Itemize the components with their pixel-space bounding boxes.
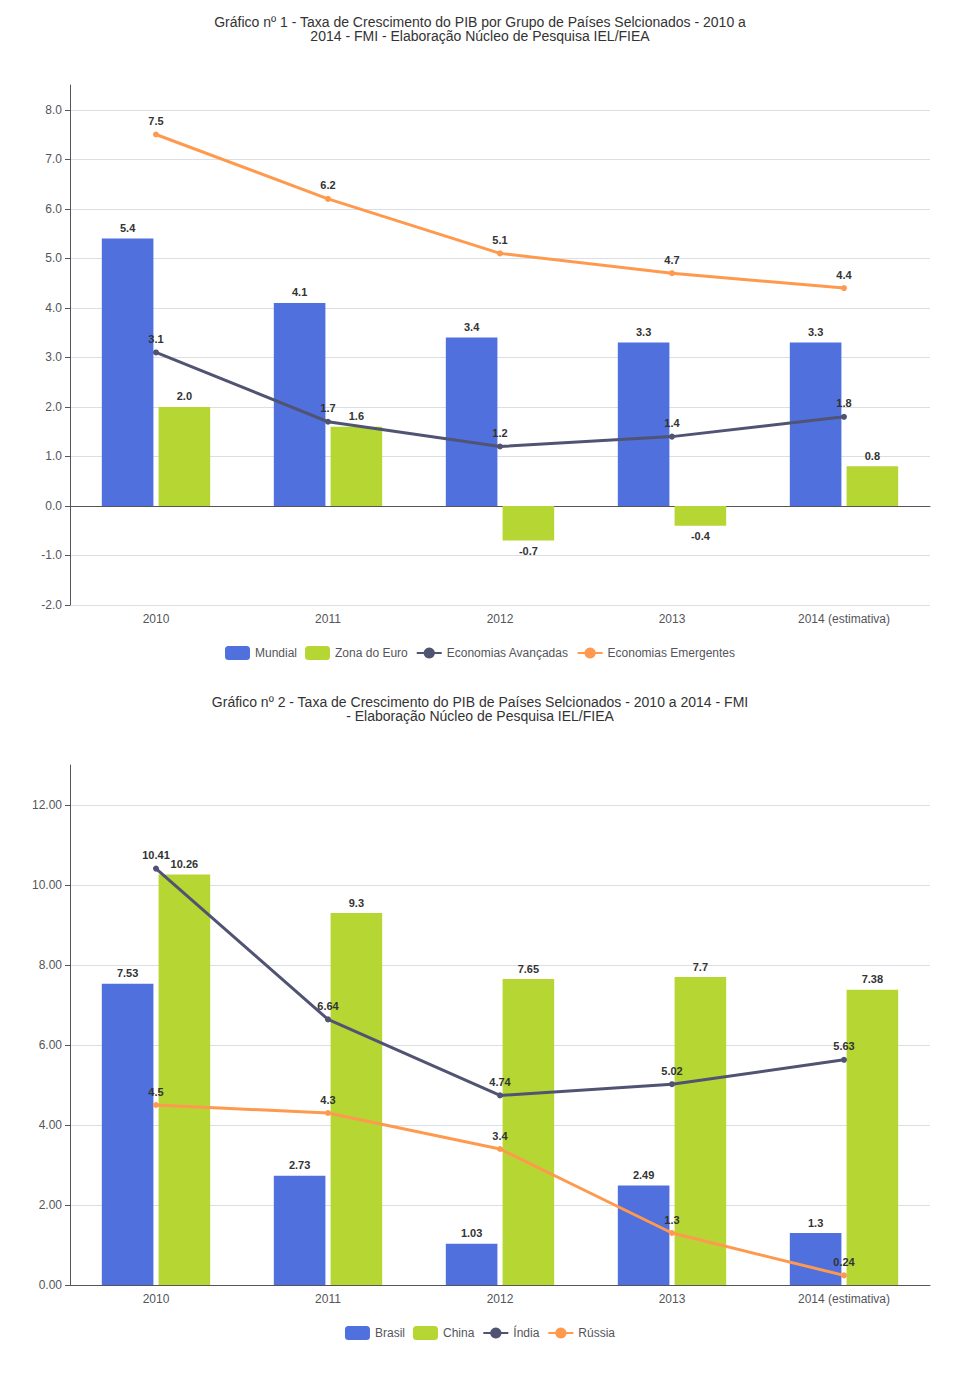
svg-text:2011: 2011 bbox=[315, 612, 341, 626]
svg-text:3.3: 3.3 bbox=[808, 326, 823, 338]
svg-text:2013: 2013 bbox=[659, 1292, 686, 1306]
svg-text:2014 (estimativa): 2014 (estimativa) bbox=[798, 612, 890, 626]
svg-text:12.00: 12.00 bbox=[32, 798, 62, 812]
svg-text:7.38: 7.38 bbox=[862, 973, 883, 985]
svg-text:2.49: 2.49 bbox=[633, 1169, 654, 1181]
svg-text:2011: 2011 bbox=[315, 1292, 341, 1306]
svg-text:Rússia: Rússia bbox=[578, 1326, 615, 1340]
svg-text:6.00: 6.00 bbox=[39, 1038, 63, 1052]
svg-text:Economias Emergentes: Economias Emergentes bbox=[608, 646, 735, 660]
svg-text:2010: 2010 bbox=[143, 612, 170, 626]
svg-text:7.53: 7.53 bbox=[117, 967, 138, 979]
svg-text:5.02: 5.02 bbox=[661, 1065, 682, 1077]
svg-text:2012: 2012 bbox=[487, 1292, 514, 1306]
svg-text:1.6: 1.6 bbox=[349, 410, 364, 422]
svg-text:4.0: 4.0 bbox=[45, 301, 62, 315]
svg-text:7.65: 7.65 bbox=[518, 963, 539, 975]
svg-text:3.0: 3.0 bbox=[45, 350, 62, 364]
svg-text:Gráfico nº 1 - Taxa de Crescim: Gráfico nº 1 - Taxa de Crescimento do PI… bbox=[214, 14, 746, 30]
svg-text:8.0: 8.0 bbox=[45, 103, 62, 117]
svg-text:10.41: 10.41 bbox=[142, 849, 170, 861]
svg-text:1.2: 1.2 bbox=[492, 427, 507, 439]
svg-text:4.74: 4.74 bbox=[489, 1076, 511, 1088]
svg-text:0.8: 0.8 bbox=[865, 450, 880, 462]
svg-text:4.7: 4.7 bbox=[664, 254, 679, 266]
svg-text:10.00: 10.00 bbox=[32, 878, 62, 892]
svg-text:7.7: 7.7 bbox=[693, 961, 708, 973]
svg-text:Gráfico nº 2 - Taxa de Crescim: Gráfico nº 2 - Taxa de Crescimento do PI… bbox=[211, 694, 749, 710]
svg-text:Zona do Euro: Zona do Euro bbox=[335, 646, 408, 660]
svg-text:5.63: 5.63 bbox=[833, 1040, 854, 1052]
svg-text:5.4: 5.4 bbox=[120, 222, 136, 234]
svg-text:0.0: 0.0 bbox=[45, 499, 62, 513]
svg-text:3.4: 3.4 bbox=[492, 1130, 508, 1142]
svg-text:Índia: Índia bbox=[513, 1325, 539, 1340]
svg-text:7.0: 7.0 bbox=[45, 152, 62, 166]
svg-text:5.0: 5.0 bbox=[45, 251, 62, 265]
svg-text:9.3: 9.3 bbox=[349, 897, 364, 909]
svg-text:4.5: 4.5 bbox=[148, 1086, 163, 1098]
svg-text:2013: 2013 bbox=[659, 612, 686, 626]
svg-text:3.4: 3.4 bbox=[464, 321, 480, 333]
svg-text:4.4: 4.4 bbox=[836, 269, 852, 281]
svg-text:-2.0: -2.0 bbox=[41, 598, 62, 612]
svg-text:1.3: 1.3 bbox=[808, 1217, 823, 1229]
svg-text:10.26: 10.26 bbox=[171, 858, 199, 870]
svg-text:0.00: 0.00 bbox=[39, 1278, 63, 1292]
svg-text:2012: 2012 bbox=[487, 612, 514, 626]
svg-text:2014 - FMI - Elaboração Núcleo: 2014 - FMI - Elaboração Núcleo de Pesqui… bbox=[310, 28, 650, 44]
svg-text:4.1: 4.1 bbox=[292, 286, 307, 298]
svg-text:0.24: 0.24 bbox=[833, 1256, 855, 1268]
svg-text:1.4: 1.4 bbox=[664, 417, 680, 429]
svg-text:Brasil: Brasil bbox=[375, 1326, 405, 1340]
svg-text:5.1: 5.1 bbox=[492, 234, 507, 246]
svg-text:6.64: 6.64 bbox=[317, 1000, 339, 1012]
svg-text:1.3: 1.3 bbox=[664, 1214, 679, 1226]
svg-text:-0.4: -0.4 bbox=[691, 530, 711, 542]
svg-text:1.0: 1.0 bbox=[45, 449, 62, 463]
svg-text:6.2: 6.2 bbox=[320, 179, 335, 191]
svg-text:1.8: 1.8 bbox=[836, 397, 851, 409]
svg-text:- Elaboração Núcleo de Pesquis: - Elaboração Núcleo de Pesquisa IEL/FIEA bbox=[346, 708, 614, 724]
svg-text:Economias Avançadas: Economias Avançadas bbox=[447, 646, 568, 660]
svg-text:8.00: 8.00 bbox=[39, 958, 63, 972]
svg-text:2010: 2010 bbox=[143, 1292, 170, 1306]
svg-text:1.03: 1.03 bbox=[461, 1227, 482, 1239]
svg-text:Mundial: Mundial bbox=[255, 646, 297, 660]
svg-text:-0.7: -0.7 bbox=[519, 545, 538, 557]
svg-text:4.3: 4.3 bbox=[320, 1094, 335, 1106]
svg-text:China: China bbox=[443, 1326, 475, 1340]
svg-text:2.0: 2.0 bbox=[45, 400, 62, 414]
svg-text:6.0: 6.0 bbox=[45, 202, 62, 216]
svg-text:7.5: 7.5 bbox=[148, 115, 163, 127]
svg-text:1.7: 1.7 bbox=[320, 402, 335, 414]
svg-text:4.00: 4.00 bbox=[39, 1118, 63, 1132]
svg-text:2.00: 2.00 bbox=[39, 1198, 63, 1212]
svg-text:2014 (estimativa): 2014 (estimativa) bbox=[798, 1292, 890, 1306]
svg-text:2.73: 2.73 bbox=[289, 1159, 310, 1171]
svg-text:3.3: 3.3 bbox=[636, 326, 651, 338]
svg-text:2.0: 2.0 bbox=[177, 390, 192, 402]
svg-text:-1.0: -1.0 bbox=[41, 548, 62, 562]
svg-text:3.1: 3.1 bbox=[148, 333, 163, 345]
